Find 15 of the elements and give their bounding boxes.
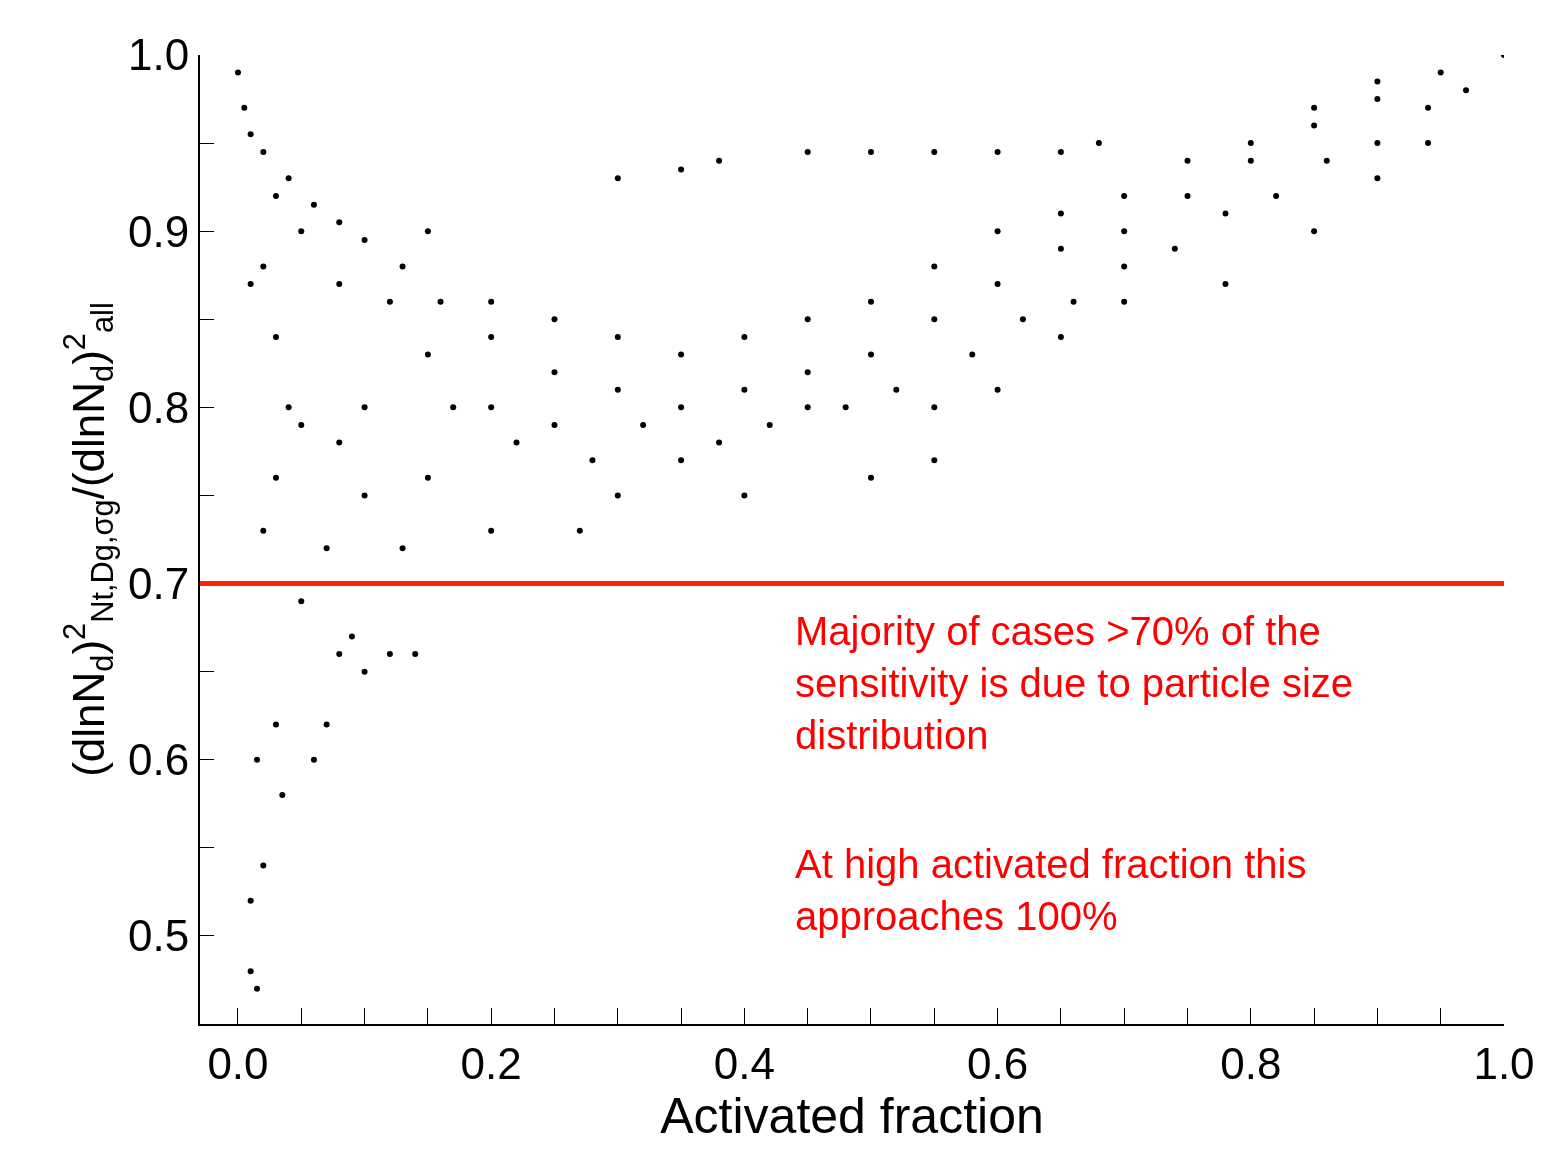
- x-tick-label: 0.4: [713, 1038, 775, 1088]
- x-tick-label: 0.0: [207, 1038, 269, 1088]
- y-tick-label: 0.6: [128, 735, 190, 785]
- y-tick-label: 0.8: [128, 382, 190, 432]
- y-tick-label: 0.7: [128, 558, 190, 608]
- x-axis-title: Activated fraction: [660, 1087, 1044, 1144]
- x-tick-label: 0.2: [460, 1038, 522, 1088]
- y-tick-label: 0.9: [128, 206, 190, 256]
- annotation: At high activated fraction this approaches 100%: [795, 842, 1307, 938]
- y-tick-label: 1.0: [128, 30, 190, 80]
- x-tick-label: 0.8: [1220, 1038, 1282, 1088]
- y-tick-label: 0.5: [128, 911, 190, 961]
- x-tick-label: 0.6: [967, 1038, 1029, 1088]
- annotation: Majority of cases >70% of the sensitivity is due to particle size distribution: [795, 609, 1354, 757]
- x-tick-label: 1.0: [1473, 1038, 1535, 1088]
